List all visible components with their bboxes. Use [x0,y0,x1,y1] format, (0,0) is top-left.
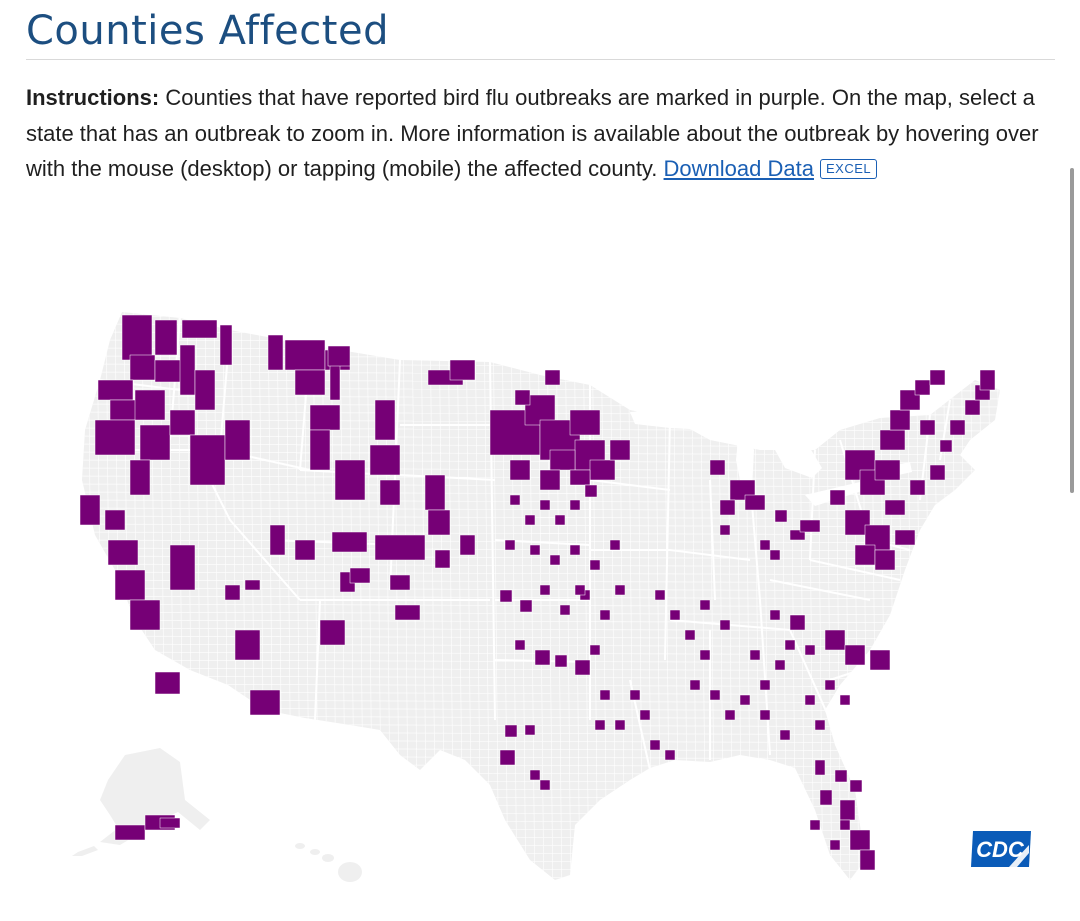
instructions-text: Counties that have reported bird flu out… [26,85,1039,181]
alaska-landmass [72,748,210,856]
scrollbar[interactable] [1070,168,1074,493]
cdc-logo: CDC [969,829,1033,869]
affected-counties[interactable] [79,314,996,871]
instructions-paragraph: Instructions: Counties that have reporte… [26,80,1046,187]
page-title: Counties Affected [26,8,389,54]
hawaii-islands [295,843,362,882]
svg-text:CDC: CDC [976,837,1025,862]
title-divider [26,59,1055,60]
download-data-link[interactable]: Download Data [663,156,814,181]
instructions-label: Instructions: [26,85,160,110]
excel-badge[interactable]: EXCEL [819,159,878,179]
us-county-map[interactable] [70,300,1020,910]
